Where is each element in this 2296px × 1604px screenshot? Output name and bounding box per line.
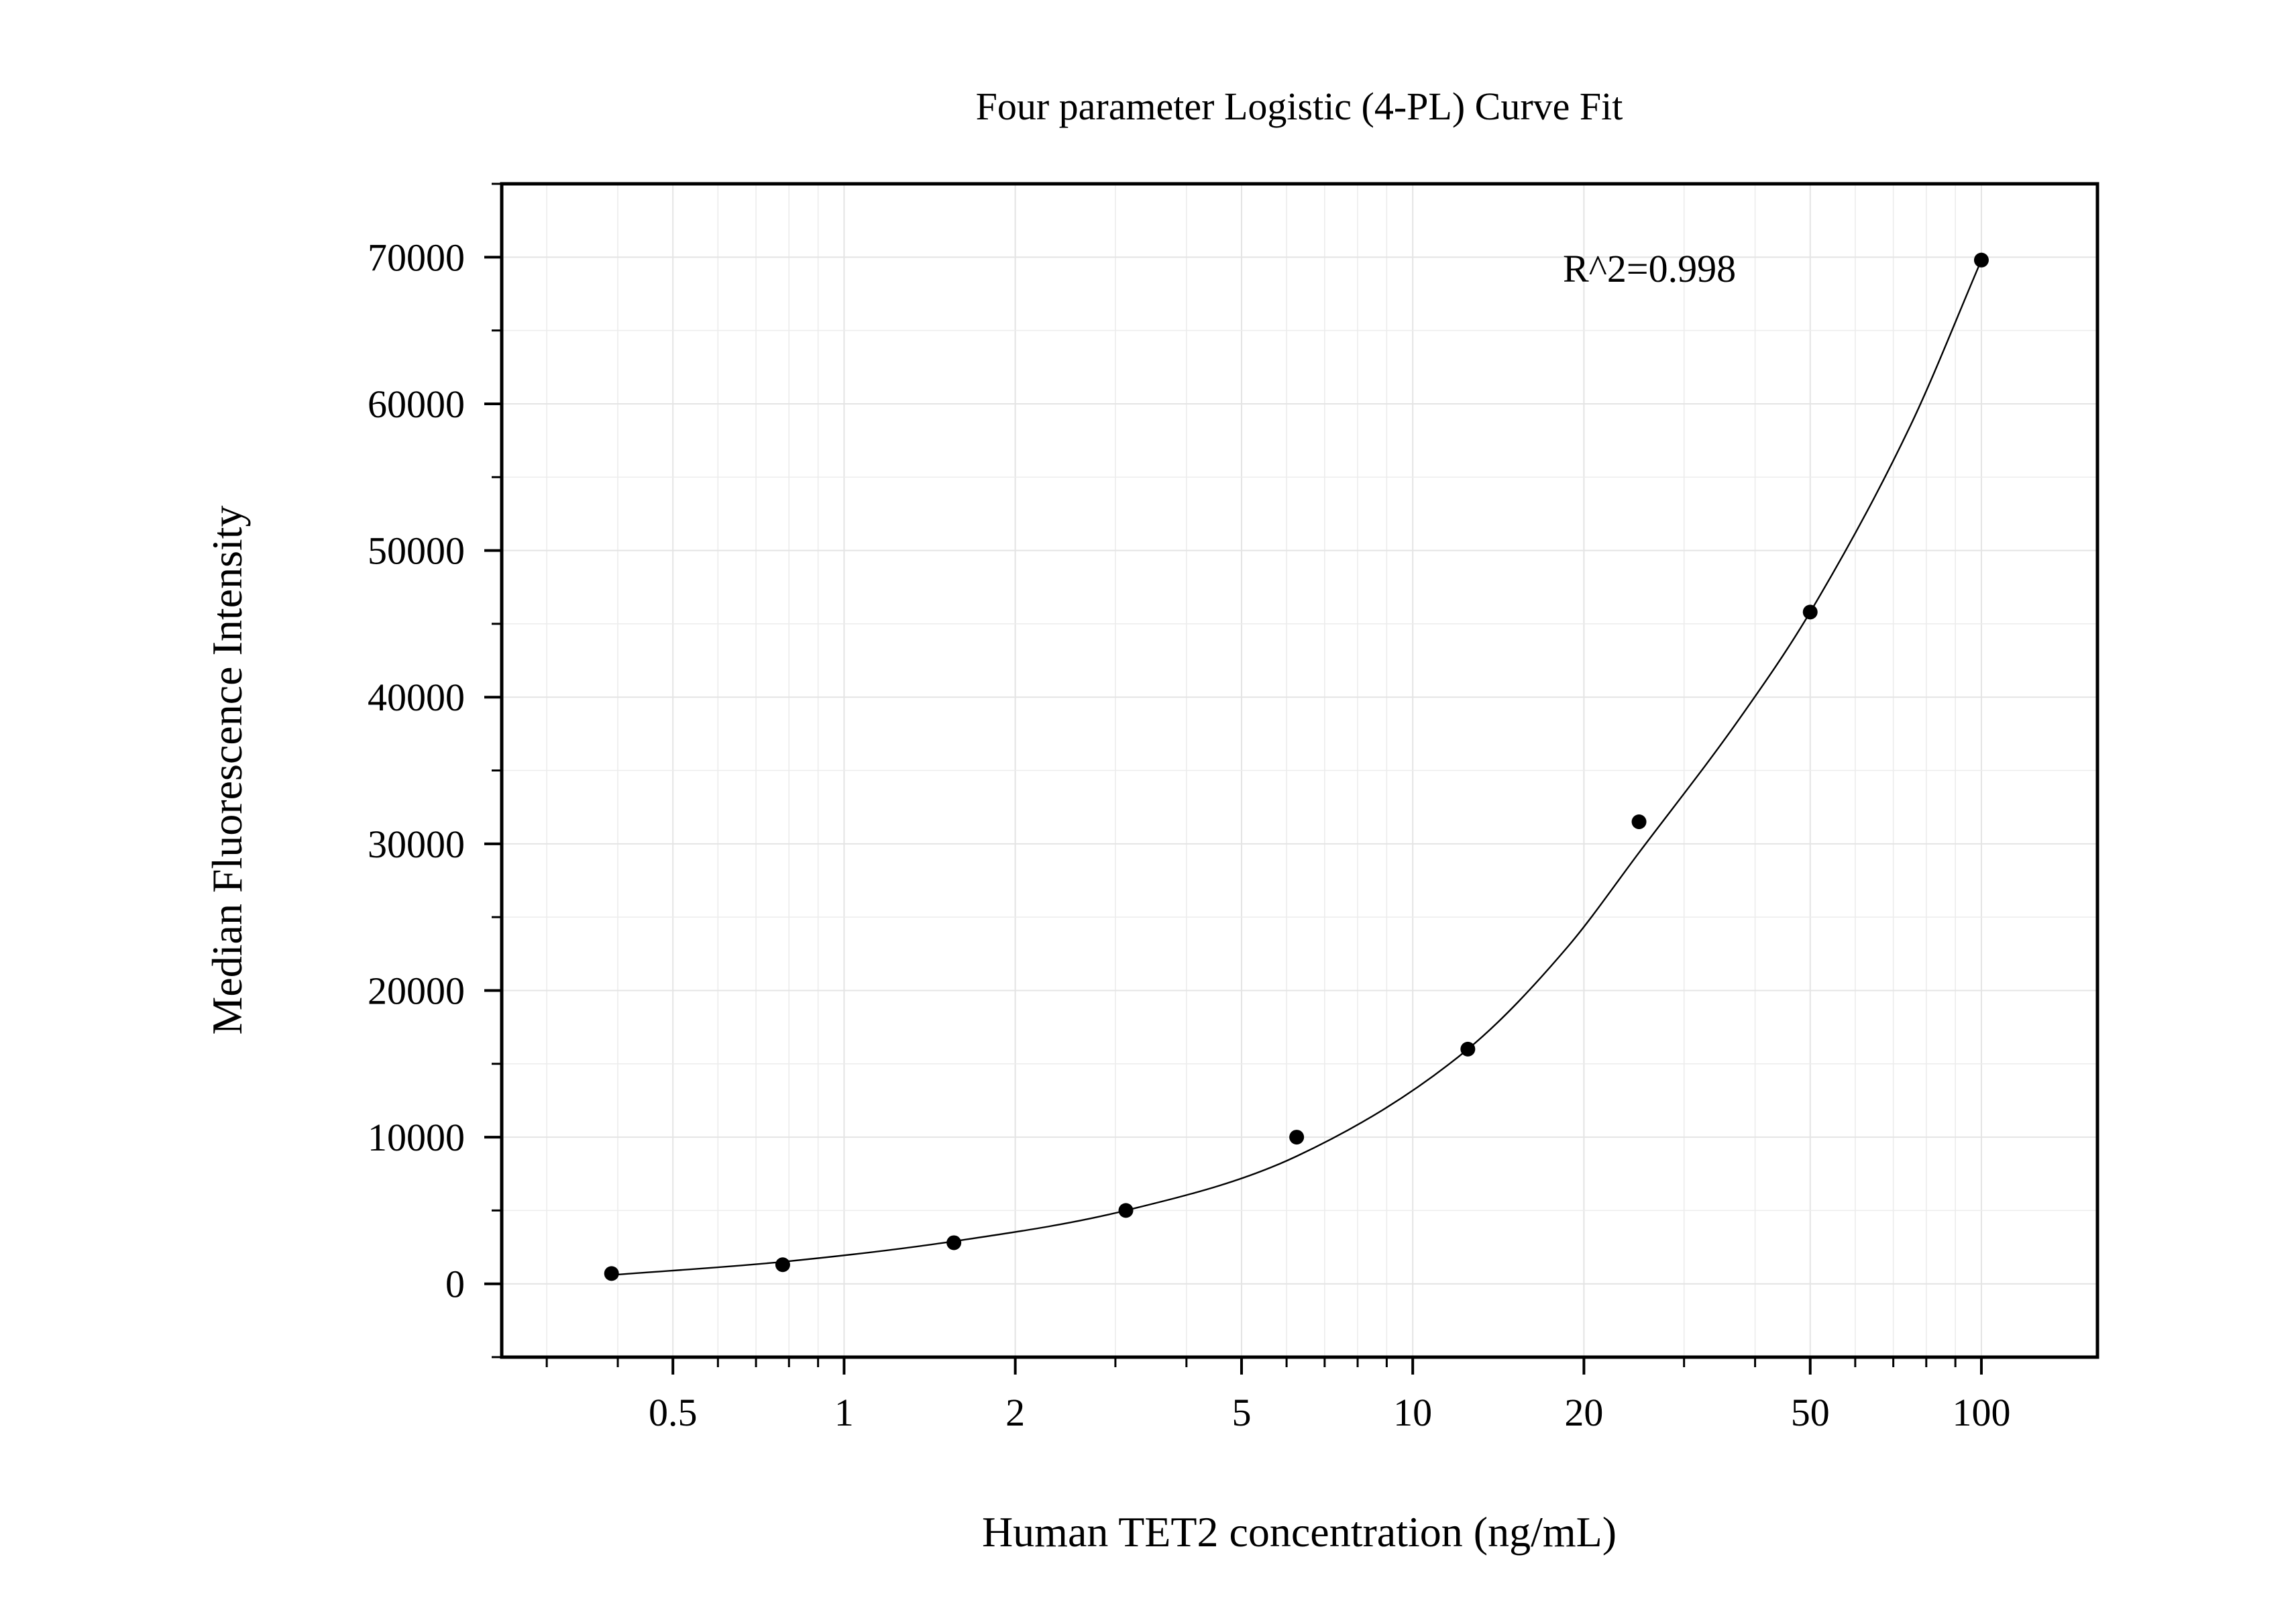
y-tick-label: 70000	[368, 235, 465, 279]
x-tick-label: 2	[1005, 1391, 1025, 1434]
y-tick-label: 60000	[368, 382, 465, 426]
data-point	[1973, 252, 1989, 268]
y-tick-label: 10000	[368, 1116, 465, 1159]
y-tick-label: 20000	[368, 969, 465, 1012]
data-point	[946, 1235, 962, 1250]
data-point	[1118, 1203, 1134, 1218]
data-point	[604, 1266, 619, 1281]
x-tick-label: 1	[834, 1391, 854, 1434]
x-axis-label: Human TET2 concentration (ng/mL)	[982, 1508, 1617, 1556]
x-tick-label: 0.5	[649, 1391, 698, 1434]
x-tick-label: 20	[1564, 1391, 1603, 1434]
axes: 0.5 1 2 5 10 20 50 100 0 10000 20000 30000 40000 5000…	[368, 182, 2010, 1434]
data-points	[604, 252, 1989, 1281]
data-point	[1289, 1130, 1305, 1145]
data-point	[1802, 604, 1818, 620]
data-point	[775, 1257, 790, 1273]
fit-curve	[611, 260, 1983, 1276]
data-point	[1460, 1041, 1476, 1057]
chart-title: Four parameter Logistic (4-PL) Curve Fit	[976, 85, 1623, 128]
y-tick-label: 0	[445, 1263, 465, 1306]
y-tick-label: 40000	[368, 676, 465, 719]
y-tick-label: 30000	[368, 822, 465, 866]
x-tick-label: 50	[1791, 1391, 1830, 1434]
y-axis-label: Median Fluorescence Intensity	[203, 505, 251, 1034]
y-tick-label: 50000	[368, 529, 465, 573]
x-tick-label: 10	[1393, 1391, 1432, 1434]
r-squared-annotation: R^2=0.998	[1563, 247, 1736, 290]
x-tick-label: 100	[1952, 1391, 2010, 1434]
x-tick-label: 5	[1232, 1391, 1251, 1434]
data-point	[1631, 814, 1647, 830]
fit-curve-layer	[611, 260, 1983, 1276]
grid	[502, 184, 2097, 1357]
